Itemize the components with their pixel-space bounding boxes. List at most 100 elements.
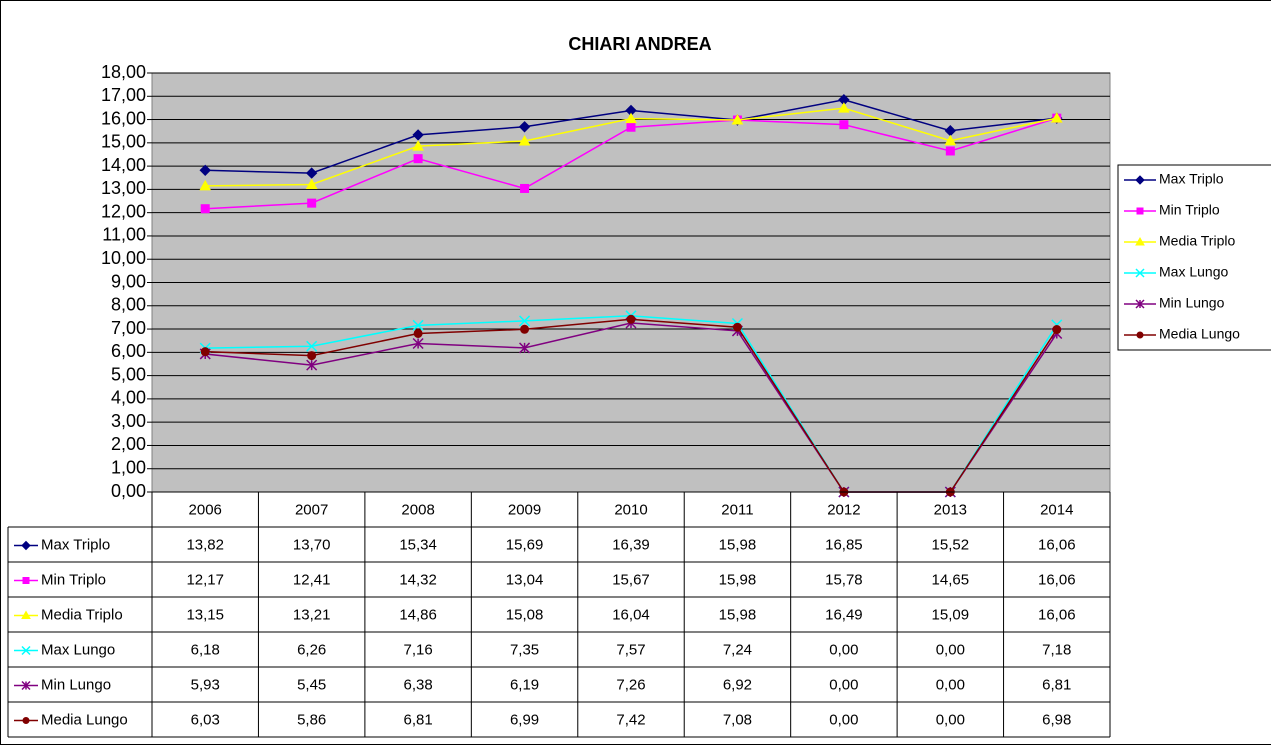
y-tick-label: 7,00 <box>111 318 146 338</box>
legend-label: Min Triplo <box>1159 202 1220 218</box>
table-value: 16,06 <box>1038 536 1076 553</box>
marker <box>1135 268 1145 278</box>
table-value: 13,21 <box>293 606 331 623</box>
x-tick-label: 2010 <box>614 501 647 518</box>
y-tick-label: 3,00 <box>111 411 146 431</box>
marker <box>412 129 424 141</box>
table-value: 7,18 <box>1042 641 1071 658</box>
legend-box <box>1117 164 1271 351</box>
marker <box>306 359 318 371</box>
legend-label: Min Triplo <box>41 571 106 588</box>
table-value: 7,42 <box>616 711 645 728</box>
marker <box>199 179 212 191</box>
y-tick-label: 10,00 <box>101 248 146 268</box>
legend-label: Max Triplo <box>1159 171 1224 187</box>
table-value: 5,45 <box>297 676 326 693</box>
table-value: 15,78 <box>825 571 863 588</box>
table-value: 5,93 <box>191 676 220 693</box>
table-value: 12,41 <box>293 571 331 588</box>
table-value: 6,92 <box>723 676 752 693</box>
y-tick-label: 18,00 <box>101 62 146 82</box>
y-tick-label: 8,00 <box>111 295 146 315</box>
marker <box>412 337 424 350</box>
y-tick-label: 4,00 <box>111 388 146 408</box>
marker <box>1136 331 1144 339</box>
marker <box>1050 112 1063 123</box>
table-value: 15,98 <box>719 571 757 588</box>
table-value: 0,00 <box>829 676 858 693</box>
table-value: 16,39 <box>612 536 650 553</box>
table-value: 13,15 <box>186 606 224 623</box>
y-tick-label: 2,00 <box>111 434 146 454</box>
legend-label: Max Triplo <box>41 536 110 553</box>
table-value: 14,32 <box>399 571 437 588</box>
table-value: 6,81 <box>404 711 433 728</box>
marker <box>1052 325 1062 335</box>
marker <box>731 113 744 125</box>
table-value: 15,09 <box>932 606 970 623</box>
table-value: 14,86 <box>399 606 437 623</box>
table-value: 7,16 <box>404 641 433 658</box>
y-tick-label: 17,00 <box>101 85 146 105</box>
table-value: 15,69 <box>506 536 544 553</box>
table-value: 0,00 <box>936 676 965 693</box>
table-value: 5,86 <box>297 711 326 728</box>
marker <box>1135 299 1145 309</box>
marker <box>22 577 30 584</box>
marker <box>1135 175 1145 185</box>
chart-title: CHIARI ANDREA <box>568 34 711 54</box>
table-value: 15,08 <box>506 606 544 623</box>
legend: Max Triplo Min Triplo Media Triplo Max Lung… <box>1117 164 1271 351</box>
marker <box>519 342 531 354</box>
marker <box>305 178 318 190</box>
marker <box>1136 207 1144 215</box>
table-value: 7,24 <box>723 641 752 658</box>
table-value: 15,67 <box>612 571 650 588</box>
marker <box>21 610 31 619</box>
y-tick-label: 0,00 <box>111 481 146 501</box>
table-value: 6,99 <box>510 711 539 728</box>
x-tick-label: 2008 <box>401 501 434 518</box>
table-value: 0,00 <box>936 641 965 658</box>
x-tick-label: 2012 <box>827 501 860 518</box>
marker <box>626 314 636 324</box>
y-tick-label: 15,00 <box>101 132 146 152</box>
table-value: 0,00 <box>936 711 965 728</box>
x-tick-label: 2014 <box>1040 501 1073 518</box>
y-tick-label: 14,00 <box>101 155 146 175</box>
marker <box>625 112 637 124</box>
legend-label: Min Lungo <box>41 676 111 693</box>
table-value: 13,04 <box>506 571 544 588</box>
table-value: 0,00 <box>829 641 858 658</box>
marker <box>1135 236 1145 246</box>
marker <box>21 680 31 691</box>
legend-label: Media Lungo <box>1159 326 1240 342</box>
table-value: 16,04 <box>612 606 650 623</box>
marker <box>518 134 531 146</box>
y-tick-label: 1,00 <box>111 457 146 477</box>
legend-label: Media Triplo <box>1159 233 1235 249</box>
y-tick-label: 16,00 <box>101 108 146 128</box>
marker <box>626 122 636 132</box>
x-tick-label: 2013 <box>934 501 967 518</box>
table-value: 16,06 <box>1038 606 1076 623</box>
table-value: 13,70 <box>293 536 331 553</box>
legend-label: Media Triplo <box>41 606 123 623</box>
legend-label: Max Lungo <box>1159 264 1228 280</box>
marker <box>307 351 317 361</box>
y-tick-label: 11,00 <box>102 225 146 245</box>
y-tick-label: 9,00 <box>111 271 146 291</box>
table-value: 16,49 <box>825 606 863 623</box>
table-value: 6,03 <box>191 711 220 728</box>
table-value: 7,35 <box>510 641 539 658</box>
table-value: 15,98 <box>719 536 757 553</box>
marker <box>200 347 210 357</box>
marker <box>22 717 30 724</box>
marker <box>412 140 424 151</box>
marker <box>732 322 742 332</box>
data-table: 2006 2007 2008 2009 2010 2011 2012 2013 2014 Max … <box>7 491 1111 738</box>
table-value: 16,85 <box>825 536 863 553</box>
marker <box>21 645 31 656</box>
marker <box>413 154 423 164</box>
